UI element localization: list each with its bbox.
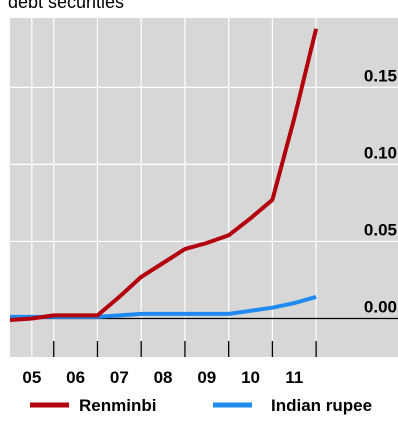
plot-area [10,18,398,357]
y-tick-label: 0.10 [364,143,397,162]
y-tick-label: 0.05 [364,220,397,239]
y-tick-labels: 0.00 0.05 0.10 0.15 [364,66,397,316]
x-tick-label: 11 [285,368,303,387]
chart-title: debt securities [8,0,124,12]
x-tick-label: 05 [22,368,41,387]
legend-label-indian-rupee: Indian rupee [271,396,372,415]
series-line-renminbi [9,28,319,322]
gridlines [10,18,398,357]
y-tick-label: 0.00 [364,297,397,316]
legend: Renminbi Indian rupee [30,396,372,415]
x-tick-label: 06 [66,368,85,387]
series-lines [9,28,319,322]
x-tick-label: 07 [110,368,129,387]
x-tick-label: 10 [241,368,260,387]
y-tick-label: 0.15 [364,66,397,85]
x-axis: 05 06 07 08 09 10 11 [22,341,317,387]
x-tick-label: 08 [154,368,173,387]
legend-label-renminbi: Renminbi [79,396,156,415]
x-tick-label: 09 [197,368,216,387]
